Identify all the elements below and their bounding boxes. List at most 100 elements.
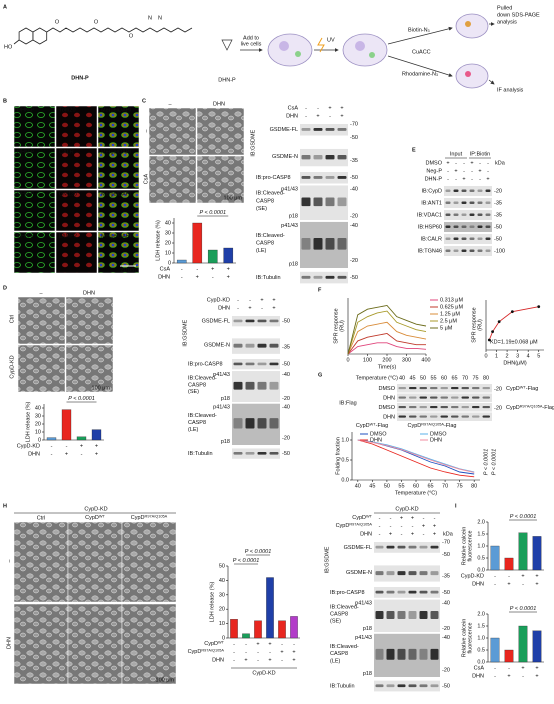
condition-sign: + [244,657,247,663]
x-tick-label: 0 [484,353,487,359]
blot-band [430,386,438,390]
blot-label: IB:pro-CASP8 [188,362,223,368]
condition-label: CsA [288,105,299,111]
mw-marker: -50 [442,683,450,689]
row-label: DHN [6,637,12,649]
y-tick-label: 20 [165,240,171,246]
blot-band [301,275,311,279]
blot-band [337,238,347,250]
text-part: WT [99,515,106,519]
condition-sign: - [447,168,449,174]
blot-band [469,201,475,204]
blot-band [257,381,267,390]
blot-band [485,189,491,192]
blot-band [461,213,467,216]
mw-marker: -20 [442,626,450,632]
blot-band [245,362,255,366]
blot-band [477,201,483,204]
y-tick-label: 0 [168,260,171,266]
condition-sign: - [401,531,403,537]
x-tick-label: 300 [402,357,411,363]
condition-sign: + [521,665,524,671]
p-value: P < 0.0001 [233,558,260,564]
text-part: WT [366,515,373,519]
condition-sign: + [486,176,489,182]
mw-marker: -40 [350,223,358,229]
blot-label: IB:CALR [421,236,442,242]
condition-sign: + [272,297,275,303]
condition-label: DHN [212,657,224,663]
temperature-label: 65 [451,375,457,381]
condition-sign: - [494,673,496,679]
atom-label: O [55,19,60,25]
mw-marker: -100 [494,248,505,254]
blot-band [313,128,323,131]
blot-label: DMSO [379,405,396,411]
series-line [488,306,539,341]
blot-band [485,225,491,228]
blot-band [397,590,406,594]
blot-band [313,197,323,207]
condition-label: DMSO [426,160,443,166]
blot-band [469,249,475,252]
axis-label: Temperature (°C) [356,375,398,381]
blot-label: IB:Tubulin [188,451,213,457]
blot-strip [444,198,492,208]
column-label: Ctrl [37,515,46,521]
blot-band [419,415,427,418]
text-part: -Flag [376,423,389,429]
condition-sign: - [317,105,319,111]
blot-label: CASP8 [188,420,206,426]
atom-label: N [148,15,152,21]
x-tick-label: 0 [346,357,349,363]
blot-band [313,155,323,160]
blot-band [469,225,475,228]
text-part: CypD [506,386,520,392]
x-tick-label: 2 [506,353,509,359]
blot-group-label: IB:Flag [339,400,356,406]
condition-label: CypDR97A/Q105A [188,649,225,656]
blot-band [419,386,427,390]
blot-band [313,238,323,250]
blot-band [440,396,448,399]
blot-band [408,610,417,620]
blot-label: DMSO [379,386,396,392]
blot-band [451,405,459,409]
blot-band [408,648,417,660]
kda-label: kDa [495,160,506,166]
blot-band [257,418,267,429]
condition-sign: + [446,160,449,166]
blot-band [469,237,475,240]
construct-label: CypDR97A/Q105A-Flag [506,405,554,412]
y-axis-label: fluorescence [467,622,473,653]
micrograph [65,296,114,345]
y-tick-label: 0.5 [477,647,485,653]
condition-sign: - [390,523,392,529]
column-label: CypDWT [85,515,105,522]
y-tick-label: 10 [219,621,225,627]
condition-sign: + [260,297,263,303]
blot-band [245,343,255,348]
blot-band [453,189,459,192]
condition-sign: + [462,176,465,182]
bar [192,222,203,264]
blot-label: IB:ANT1 [421,200,442,206]
mw-marker: -20 [494,405,502,411]
panel-letter: G [318,372,322,378]
blot-label: (SE) [256,206,267,212]
blot-band [375,610,384,620]
blot-band [386,571,395,576]
blot-band [325,128,335,131]
x-tick-label: 1 [495,353,498,359]
blot-band [451,396,459,399]
blot-strip [374,633,440,677]
micrograph [13,603,69,685]
condition-label: CsA [160,266,171,272]
blot-group-label: IB:GSDME [250,129,256,156]
group-label: CypD-KD [395,506,418,512]
blot-band [233,319,243,323]
blot-strip [232,359,280,370]
data-point [510,310,514,314]
y-tick-label: 0.0 [477,567,485,573]
blot-label: IB:pro-CASP8 [330,590,365,596]
